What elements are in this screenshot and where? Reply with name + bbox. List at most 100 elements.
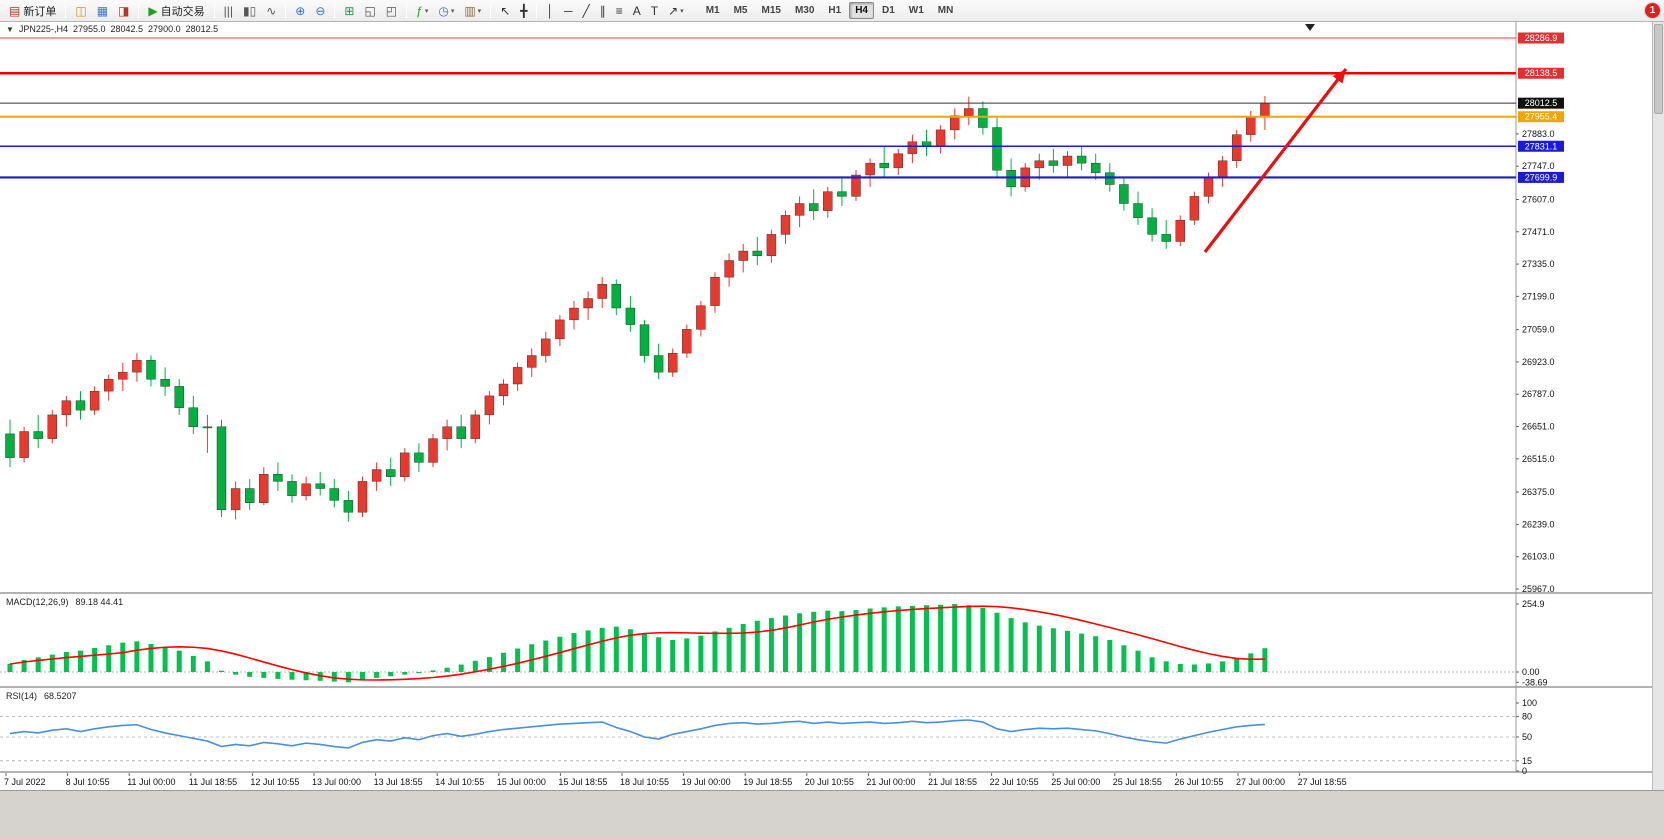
arrange-windows-icon[interactable]: ◰: [382, 2, 401, 20]
time-axis-label: 13 Jul 00:00: [312, 777, 361, 787]
candle-body: [259, 474, 269, 503]
price-axis-label: 27199.0: [1522, 291, 1555, 301]
candle-body: [738, 250, 748, 261]
channel-icon[interactable]: ∥: [596, 2, 610, 20]
chart-window[interactable]: 27883.0 27747.0 27607.0 27471.0 27335.0 27199…: [0, 22, 1652, 790]
period-clock-icon: ◷: [438, 3, 449, 18]
time-axis-label: 20 Jul 10:55: [805, 777, 854, 787]
fibonacci-icon[interactable]: ≡: [612, 2, 627, 20]
trend-arrow-line[interactable]: [1203, 68, 1348, 253]
toolbar-separator: [138, 2, 140, 19]
candle-body: [950, 115, 960, 131]
time-axis-label: 11 Jul 00:00: [127, 777, 175, 787]
price-line-badge-label: 28286.9: [1525, 33, 1558, 43]
notification-badge[interactable]: 1: [1645, 3, 1660, 18]
period-clock-icon[interactable]: ◷ ▾: [434, 2, 458, 20]
candle-body: [132, 360, 142, 373]
candle-body: [371, 469, 382, 482]
price-line-badge: [1518, 67, 1564, 79]
rsi-axis-label: 50: [1522, 732, 1532, 742]
rsi-axis-label: 100: [1522, 698, 1537, 708]
horizontal-line-icon[interactable]: ─: [560, 2, 577, 20]
candle-body: [1048, 160, 1059, 166]
candle-body: [696, 305, 706, 330]
price-line-badge-label: 27699.9: [1525, 172, 1558, 182]
channel-icon: ∥: [599, 3, 606, 18]
tile-windows-icon[interactable]: ⊞: [340, 2, 358, 20]
auto-trading-button[interactable]: ▶ 自动交易: [144, 2, 208, 20]
crosshair-icon[interactable]: ╋: [516, 2, 531, 20]
candle-body: [597, 284, 607, 299]
rsi-axis-label: 0: [1522, 766, 1527, 776]
candle-body: [682, 329, 692, 354]
line-chart-icon[interactable]: ∿: [262, 2, 280, 20]
current-price-badge-label: 28012.5: [1525, 98, 1558, 108]
timeframe-m30[interactable]: M30: [794, 5, 815, 16]
price-axis-label: 26103.0: [1522, 552, 1555, 562]
indicators-icon[interactable]: ƒ ▾: [412, 2, 432, 20]
toolbar-separator: [213, 2, 215, 19]
price-line-badge-label: 27831.1: [1525, 141, 1558, 151]
auto-trading-icon: ▶: [148, 3, 158, 18]
timeframe-m5[interactable]: M5: [733, 5, 748, 16]
zoom-in-icon[interactable]: ⊕: [291, 2, 309, 20]
toolbar-button-groups: ▤ 新订单 ◫ ▦ ◨ ▶ 自动交易 ||| ▮▯ ∿ ⊕ ⊖ ⊞ ◱ ◰ ƒ ▾ ◷ ▾ ▥ ▾ ↖ ╋ │ ─ ╱ ∥ ≡ A T ↗ ▾: [4, 0, 689, 22]
candle-body: [668, 352, 678, 373]
fibonacci-icon: ≡: [615, 3, 623, 18]
vertical-scrollbar[interactable]: [1652, 22, 1664, 790]
timeframe-h4[interactable]: H4: [849, 2, 874, 19]
candle-body: [837, 191, 847, 197]
charts-window-icon[interactable]: ◫: [71, 2, 90, 20]
candle-body: [611, 284, 621, 309]
templates-icon[interactable]: ▥ ▾: [460, 2, 485, 20]
vertical-line-icon[interactable]: │: [542, 2, 558, 20]
candle-body: [724, 260, 734, 278]
time-axis-label: 15 Jul 18:55: [558, 777, 607, 787]
candle-body: [287, 481, 297, 496]
cascade-windows-icon[interactable]: ◱: [360, 2, 379, 20]
arrows-tool-icon[interactable]: ↗ ▾: [664, 2, 688, 20]
data-window-icon[interactable]: ◨: [114, 2, 133, 20]
timeframe-mn[interactable]: MN: [937, 5, 954, 16]
candle-body: [118, 371, 128, 380]
candle-body: [484, 395, 495, 416]
timeframe-d1[interactable]: D1: [882, 5, 895, 16]
toolbar-separator: [490, 2, 492, 19]
toolbar-separator: [406, 2, 408, 19]
chart-shift-marker[interactable]: [1305, 24, 1315, 31]
trendline-icon[interactable]: ╱: [579, 2, 594, 20]
candle-body: [428, 438, 438, 463]
time-axis-label: 19 Jul 18:55: [743, 777, 792, 787]
scrollbar-thumb[interactable]: [1654, 24, 1663, 114]
candle-body: [964, 108, 974, 116]
candlestick-chart-icon[interactable]: ▮▯: [239, 2, 260, 20]
text-label-icon[interactable]: T: [647, 2, 662, 20]
candle-body: [1231, 134, 1242, 161]
timeframe-m15[interactable]: M15: [761, 5, 781, 16]
time-axis-label: 26 Jul 10:55: [1174, 777, 1223, 787]
cascade-windows-icon: ◱: [364, 3, 376, 18]
price-axis-label: 27059.0: [1522, 325, 1555, 335]
price-line-badge: [1518, 111, 1564, 123]
candle-body: [273, 474, 283, 482]
candle-body: [19, 431, 29, 458]
chart-canvas[interactable]: 27883.0 27747.0 27607.0 27471.0 27335.0 27199…: [0, 22, 1652, 790]
candle-body: [1090, 162, 1101, 173]
new-order-button[interactable]: ▤ 新订单: [5, 2, 60, 20]
trend-arrow-head: [1332, 69, 1346, 84]
time-axis-label: 19 Jul 00:00: [682, 777, 731, 787]
timeframe-m1[interactable]: M1: [705, 5, 720, 16]
timeframe-w1[interactable]: W1: [908, 5, 924, 16]
text-icon[interactable]: A: [629, 2, 645, 20]
symbol-dropdown-marker[interactable]: ▼: [6, 24, 14, 34]
bar-chart-icon: |||: [223, 3, 233, 18]
current-price-badge: [1518, 97, 1564, 109]
candle-body: [527, 355, 537, 368]
time-axis-label: 25 Jul 00:00: [1051, 777, 1100, 787]
bar-chart-icon[interactable]: |||: [220, 2, 237, 20]
profiles-icon[interactable]: ▦: [93, 2, 112, 20]
zoom-out-icon[interactable]: ⊖: [311, 2, 329, 20]
timeframe-h1[interactable]: H1: [828, 5, 842, 16]
profiles-icon: ▦: [96, 3, 109, 18]
cursor-icon[interactable]: ↖: [496, 2, 514, 20]
